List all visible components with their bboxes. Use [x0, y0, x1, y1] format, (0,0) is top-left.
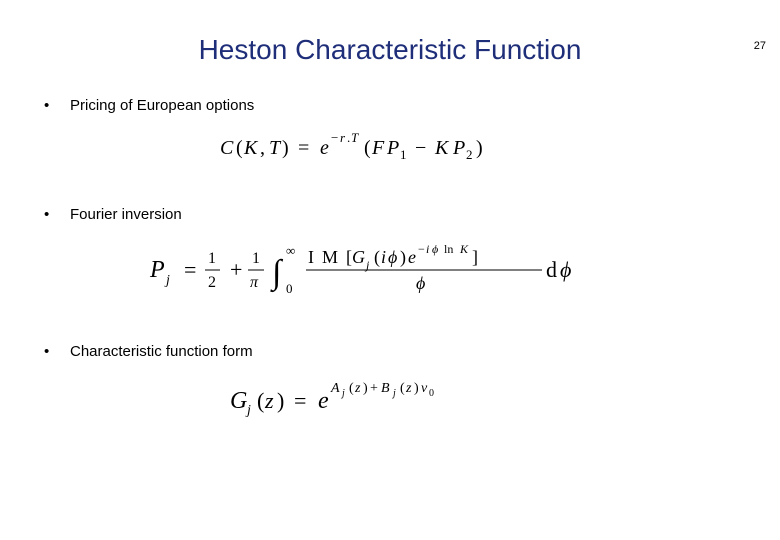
bullet-label: Characteristic function form: [70, 342, 253, 362]
svg-text:i: i: [381, 247, 386, 267]
svg-text:(: (: [257, 388, 264, 413]
svg-text:B: B: [381, 381, 390, 396]
svg-text:,: ,: [260, 137, 265, 159]
svg-text:z: z: [405, 381, 412, 396]
svg-text:j: j: [391, 388, 396, 399]
formula-pricing: C ( K , T ) = e − r . T ( F P: [40, 130, 740, 171]
svg-text:π: π: [250, 274, 259, 291]
bullet-item: • Pricing of European options: [40, 96, 740, 116]
bullet-item: • Characteristic function form: [40, 342, 740, 362]
formula-fourier: P j = 1 2 + 1 π ∫ ∞ 0: [40, 239, 740, 308]
svg-text:=: =: [294, 388, 306, 413]
svg-text:(: (: [349, 381, 354, 396]
svg-text:ln: ln: [444, 242, 453, 256]
svg-text:z: z: [264, 388, 274, 413]
svg-text:j: j: [340, 388, 345, 399]
svg-text:): ): [282, 137, 289, 159]
svg-text:I: I: [308, 247, 314, 267]
svg-text:d: d: [546, 257, 557, 282]
bullet-label: Pricing of European options: [70, 96, 254, 116]
svg-text:+: +: [370, 381, 378, 396]
svg-text:G: G: [230, 388, 247, 414]
svg-text:−: −: [418, 242, 425, 256]
slide: 27 Heston Characteristic Function • Pric…: [0, 34, 780, 540]
bullet-marker: •: [40, 342, 70, 362]
svg-text:1: 1: [400, 147, 407, 162]
svg-text:C: C: [220, 137, 234, 159]
svg-text:P: P: [149, 257, 165, 283]
bullet-item: • Fourier inversion: [40, 205, 740, 225]
svg-text:v: v: [421, 381, 428, 396]
bullet-marker: •: [40, 96, 70, 116]
svg-text:): ): [277, 388, 284, 413]
svg-text:∞: ∞: [286, 243, 295, 258]
svg-text:K: K: [459, 242, 469, 256]
svg-text:(: (: [374, 247, 380, 268]
svg-text:−: −: [331, 130, 338, 145]
svg-text:.: .: [347, 130, 350, 145]
svg-text:G: G: [352, 247, 365, 267]
svg-text:e: e: [408, 247, 416, 267]
svg-text:(: (: [236, 137, 243, 159]
svg-text:): ): [476, 137, 483, 159]
svg-text:−: −: [415, 137, 426, 159]
svg-text:e: e: [318, 388, 329, 414]
svg-text:A: A: [330, 381, 340, 396]
svg-text:K: K: [434, 137, 450, 159]
bullet-marker: •: [40, 205, 70, 225]
svg-text:): ): [414, 381, 419, 396]
svg-text:1: 1: [252, 250, 260, 267]
svg-text:=: =: [298, 137, 309, 159]
svg-text:z: z: [354, 381, 361, 396]
svg-text:ϕ: ϕ: [416, 273, 425, 293]
slide-title: Heston Characteristic Function: [0, 34, 780, 66]
svg-text:P: P: [386, 137, 399, 159]
svg-text:F: F: [371, 137, 385, 159]
svg-text:P: P: [452, 137, 465, 159]
svg-text:=: =: [184, 257, 196, 282]
svg-text:∫: ∫: [270, 254, 284, 293]
svg-text:+: +: [230, 257, 242, 282]
svg-text:2: 2: [466, 147, 473, 162]
bullet-label: Fourier inversion: [70, 205, 182, 225]
svg-text:(: (: [364, 137, 371, 159]
svg-text:(: (: [400, 381, 405, 396]
svg-text:T: T: [269, 137, 282, 159]
svg-text:r: r: [340, 130, 346, 145]
svg-text:0: 0: [286, 281, 293, 296]
svg-text:i: i: [426, 242, 429, 256]
svg-text:): ): [363, 381, 368, 396]
formula-charfn: G j ( z ) = e A j ( z ) + B: [40, 376, 740, 423]
svg-text:ϕ: ϕ: [432, 242, 438, 256]
svg-text:e: e: [320, 137, 329, 159]
page-number: 27: [754, 40, 766, 52]
svg-text:T: T: [351, 130, 359, 145]
svg-text:M: M: [322, 247, 338, 267]
svg-text:1: 1: [208, 250, 216, 267]
slide-content: • Pricing of European options C ( K , T …: [40, 96, 740, 423]
svg-text:]: ]: [472, 247, 478, 267]
svg-text:0: 0: [429, 388, 434, 399]
svg-text:K: K: [243, 137, 259, 159]
svg-text:ϕ: ϕ: [388, 247, 397, 267]
svg-text:): ): [400, 247, 406, 268]
svg-text:ϕ: ϕ: [560, 257, 571, 282]
svg-text:2: 2: [208, 274, 216, 291]
svg-text:j: j: [164, 273, 170, 288]
